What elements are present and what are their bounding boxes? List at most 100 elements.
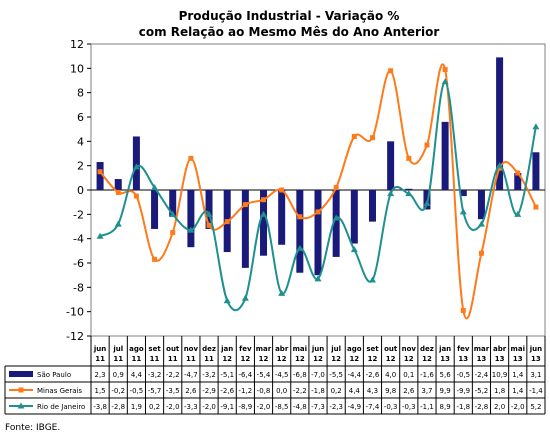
- legend-marker-minas-gerais: [18, 387, 24, 393]
- x-tick-label-year: 12: [277, 355, 287, 363]
- point-minas-gerais-nov-12: [406, 155, 412, 161]
- bar-sao-paulo-mai-13: [514, 172, 522, 190]
- x-tick-label-month: out: [166, 345, 180, 353]
- point-rio-de-janeiro-jun-12: [314, 275, 322, 282]
- table-cell-minas-gerais: -1,8: [311, 387, 325, 395]
- table-cell-rio-de-janeiro: -8,9: [239, 403, 253, 411]
- y-axis: -12 -10 -8 -6 -4 -2 0 2 4 6 8 10 12: [66, 38, 545, 343]
- table-cell-minas-gerais: -0,8: [257, 387, 271, 395]
- x-tick-label-month: jun: [529, 345, 542, 353]
- x-tick-label-year: 12: [386, 355, 396, 363]
- point-minas-gerais-ago-12: [351, 133, 357, 139]
- x-tick-label-year: 13: [513, 355, 523, 363]
- x-tick-label-month: jun: [311, 345, 324, 353]
- table-cell-rio-de-janeiro: -2,3: [329, 403, 343, 411]
- legend-key-sao-paulo: [9, 371, 33, 377]
- table-cell-minas-gerais: -1,4: [529, 387, 543, 395]
- chart-subtitle: com Relação ao Mesmo Mês do Ano Anterior: [139, 25, 440, 39]
- x-tick-label-year: 12: [422, 355, 432, 363]
- table-cell-sao-paulo: -2,4: [475, 371, 489, 379]
- source-note: Fonte: IBGE.: [5, 423, 60, 433]
- table-cell-rio-de-janeiro: -0,3: [384, 403, 398, 411]
- y-tick-label: 6: [77, 111, 84, 124]
- table-cell-sao-paulo: -5,5: [329, 371, 343, 379]
- point-rio-de-janeiro-abr-12: [278, 289, 286, 296]
- x-tick-label-year: 12: [240, 355, 250, 363]
- bar-sao-paulo-out-11: [169, 190, 177, 217]
- x-tick-label-month: jul: [112, 345, 123, 353]
- x-tick-label-year: 11: [132, 355, 142, 363]
- table-cell-minas-gerais: 4,4: [349, 387, 361, 395]
- x-tick-label-year: 11: [186, 355, 196, 363]
- point-minas-gerais-mar-13: [478, 250, 484, 256]
- bar-sao-paulo-mai-12: [296, 190, 304, 273]
- line-series: [96, 63, 540, 320]
- point-rio-de-janeiro-nov-11: [187, 226, 195, 233]
- point-rio-de-janeiro-out-11: [169, 210, 177, 217]
- x-tick-label-year: 13: [495, 355, 505, 363]
- x-tick-label-month: nov: [184, 345, 199, 353]
- point-minas-gerais-jun-11: [97, 169, 103, 175]
- table-cell-minas-gerais: 9,9: [440, 387, 451, 395]
- x-tick-label-month: mar: [256, 345, 272, 353]
- x-tick-label-month: jan: [438, 345, 451, 353]
- bar-sao-paulo-mar-12: [260, 190, 268, 256]
- table-cell-minas-gerais: -3,5: [166, 387, 180, 395]
- chart-title: Produção Industrial - Variação %: [179, 9, 400, 23]
- point-minas-gerais-jun-12: [315, 209, 321, 215]
- x-tick-label-year: 12: [295, 355, 305, 363]
- table-cell-rio-de-janeiro: -2,8: [475, 403, 489, 411]
- x-tick-label-month: set: [148, 345, 161, 353]
- x-tick-label-month: mar: [474, 345, 490, 353]
- point-rio-de-janeiro-set-12: [368, 276, 376, 283]
- legend-label-minas-gerais: Minas Gerais: [37, 387, 82, 395]
- x-tick-label-year: 12: [222, 355, 232, 363]
- y-tick-label: 8: [77, 87, 84, 100]
- table-cell-minas-gerais: 1,4: [512, 387, 524, 395]
- table-cell-rio-de-janeiro: -3,8: [93, 403, 107, 411]
- point-rio-de-janeiro-jan-13: [441, 78, 449, 85]
- x-tick-label-month: dez: [420, 345, 434, 353]
- bar-sao-paulo-jun-11: [96, 162, 104, 190]
- table-cell-sao-paulo: -0,5: [456, 371, 470, 379]
- table-cell-sao-paulo: -6,8: [293, 371, 307, 379]
- table-cell-rio-de-janeiro: -1,8: [456, 403, 470, 411]
- table-cell-minas-gerais: -2,9: [202, 387, 216, 395]
- point-rio-de-janeiro-fev-12: [241, 294, 249, 301]
- y-tick-label: -2: [73, 208, 84, 221]
- point-rio-de-janeiro-jul-12: [332, 214, 340, 221]
- x-tick-label-year: 11: [150, 355, 160, 363]
- table-cell-sao-paulo: 3,1: [530, 371, 541, 379]
- point-minas-gerais-nov-11: [188, 155, 194, 161]
- table-cell-rio-de-janeiro: -2,0: [202, 403, 216, 411]
- table-cell-minas-gerais: 4,3: [367, 387, 378, 395]
- legend-marker-rio-de-janeiro: [17, 402, 25, 409]
- bar-sao-paulo-abr-12: [278, 190, 286, 245]
- table-cell-sao-paulo: 10,9: [492, 371, 508, 379]
- table-cell-sao-paulo: 0,1: [403, 371, 414, 379]
- point-minas-gerais-set-11: [152, 256, 158, 262]
- x-tick-label-year: 12: [368, 355, 378, 363]
- y-tick-label: -6: [73, 257, 84, 270]
- y-tick-label: -8: [73, 281, 84, 294]
- point-rio-de-janeiro-mar-13: [477, 220, 485, 227]
- x-tick-label-year: 11: [168, 355, 178, 363]
- table-cell-sao-paulo: 2,3: [95, 371, 106, 379]
- x-tick-label-year: 11: [95, 355, 105, 363]
- x-tick-label-year: 13: [440, 355, 450, 363]
- point-minas-gerais-out-12: [388, 68, 394, 74]
- point-rio-de-janeiro-nov-12: [405, 190, 413, 197]
- table-cell-minas-gerais: 9,8: [385, 387, 396, 395]
- point-rio-de-janeiro-set-11: [151, 184, 159, 191]
- table-cell-minas-gerais: 1,8: [494, 387, 505, 395]
- table-cell-rio-de-janeiro: -3,3: [184, 403, 198, 411]
- table-cell-rio-de-janeiro: -7,4: [366, 403, 380, 411]
- table-cell-minas-gerais: -0,5: [130, 387, 144, 395]
- table-cell-minas-gerais: -2,2: [293, 387, 307, 395]
- x-tick-label-month: jul: [330, 345, 341, 353]
- point-rio-de-janeiro-abr-13: [496, 162, 504, 169]
- x-tick-label-month: mai: [511, 345, 525, 353]
- table-cell-minas-gerais: 3,7: [421, 387, 432, 395]
- bar-sao-paulo-jun-12: [314, 190, 322, 276]
